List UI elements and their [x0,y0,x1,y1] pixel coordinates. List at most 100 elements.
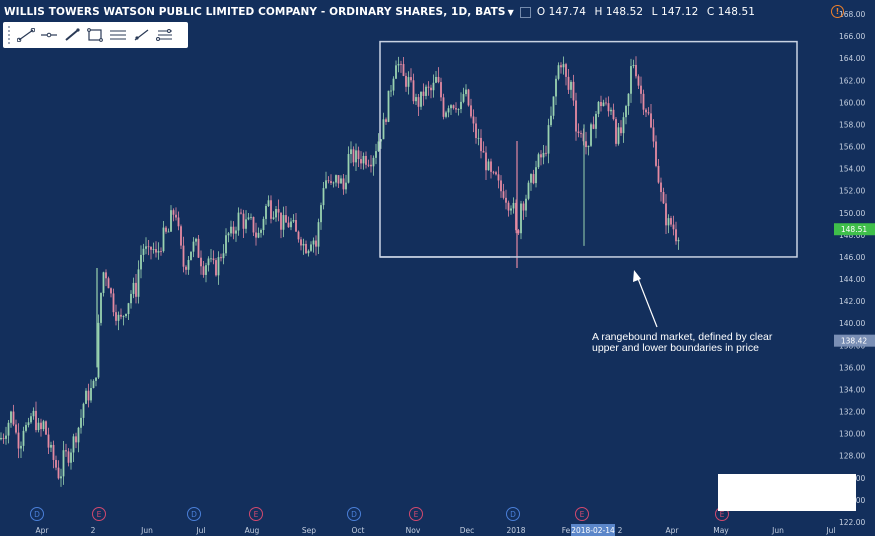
candle-body [675,229,677,242]
candle-body [370,164,372,167]
candle-body [567,76,570,90]
candle-body [87,390,90,401]
candle-body [547,125,550,154]
x-tick-label: Fe [562,526,571,535]
candle-body [342,178,345,190]
candle-body [160,251,162,252]
dividend-marker-label: D [191,510,197,519]
candle-body [37,422,40,431]
chart-title[interactable]: WILLIS TOWERS WATSON PUBLIC LIMITED COMP… [4,6,506,18]
candle-body [527,182,530,199]
candle-body [367,164,370,166]
candle-body [557,65,560,79]
candle-body [27,422,30,426]
candle-body [260,230,262,233]
candle-body [585,141,587,148]
crosshair-price-badge [834,334,875,347]
candle-body [670,218,672,225]
earnings-marker-icon[interactable] [249,507,263,521]
chart-header: WILLIS TOWERS WATSON PUBLIC LIMITED COMP… [4,4,760,20]
earnings-marker-icon[interactable] [575,507,589,521]
candle-body [517,230,520,234]
candle-body [475,123,477,139]
rectangle-tool[interactable] [83,24,106,46]
candle-body [540,154,542,158]
dropdown-caret-icon[interactable]: ▼ [507,7,514,17]
candle-body [85,390,87,404]
parallel-channel-tool[interactable] [106,24,129,46]
candle-body [7,422,10,436]
candle-body [15,424,17,433]
candle-body [395,65,397,79]
candle-body [262,218,265,231]
candle-body [2,437,5,439]
candle-body [562,64,565,68]
candle-body [415,97,417,102]
candle-body [287,222,290,228]
y-tick-label: 130.00 [839,430,865,439]
candle-body [485,152,487,171]
candle-body [140,254,142,270]
dividend-marker-icon[interactable] [187,507,201,521]
candle-body [220,257,222,259]
candle-body [297,231,300,240]
dividend-marker-icon[interactable] [347,507,361,521]
candle-body [597,101,600,114]
earnings-marker-icon[interactable] [92,507,106,521]
candle-body [490,161,492,172]
trend-line-tool[interactable] [14,24,37,46]
x-tick-label: Jun [140,526,153,535]
x-tick-label: Dec [460,526,475,535]
candle-body [437,76,440,83]
candle-body [137,269,140,297]
candle-body [472,116,475,124]
candle-body [75,436,77,443]
earnings-marker-icon[interactable] [409,507,423,521]
fib-tool[interactable] [152,24,175,46]
candle-body [330,181,332,183]
earnings-marker-label: E [580,510,585,519]
candle-body [390,90,392,92]
annotation-arrow [636,275,658,328]
candle-body [145,246,147,249]
candle-body [135,282,137,297]
candle-body [407,77,410,87]
x-tick-label: Oct [352,526,365,535]
dividend-marker-icon[interactable] [506,507,520,521]
y-tick-label: 136.00 [839,363,865,372]
candle-body [47,434,50,448]
candle-body [510,208,512,211]
x-tick-label: Aug [245,526,260,535]
drag-handle-icon[interactable] [7,25,11,45]
candle-body [232,226,235,234]
candle-body [252,216,255,233]
candle-body [320,205,322,223]
candle-body [60,476,62,479]
candle-body [80,417,82,428]
candle-body [447,108,450,113]
horizontal-line-tool[interactable] [37,24,60,46]
candle-body [577,131,580,134]
eye-toggle-icon[interactable] [519,6,531,18]
candle-body [315,240,317,247]
candle-body [202,266,205,275]
brush-tool[interactable] [60,24,83,46]
candle-body [307,250,310,254]
y-tick-label: 148.00 [839,231,865,240]
candle-body [162,227,165,252]
candle-body [185,266,187,270]
x-tick-label: Nov [406,526,421,535]
candle-body [580,133,582,134]
candle-body [235,230,237,234]
candle-body [167,231,170,233]
ray-tool[interactable] [129,24,152,46]
candle-body [397,63,400,66]
annotation-text[interactable]: A rangebound market, defined by clear up… [592,332,812,354]
dividend-marker-icon[interactable] [30,507,44,521]
warning-icon[interactable]: ! [831,5,844,18]
candle-body [442,97,445,117]
earnings-marker-label: E [97,510,102,519]
candle-body [465,89,467,95]
earnings-marker-label: E [414,510,419,519]
